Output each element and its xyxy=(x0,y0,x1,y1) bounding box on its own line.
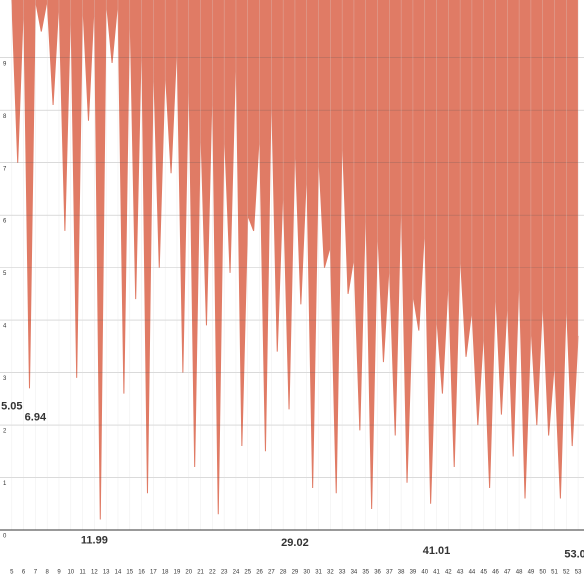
x-tick-label: 33 xyxy=(339,570,346,576)
annotation: 53.00 xyxy=(564,549,584,561)
x-tick-label: 42 xyxy=(445,570,452,576)
x-tick-label: 28 xyxy=(280,570,287,576)
x-tick-label: 30 xyxy=(303,570,310,576)
x-tick-label: 20 xyxy=(185,570,192,576)
y-tick-label: 8 xyxy=(3,114,7,120)
y-tick-label: 5 xyxy=(3,271,7,277)
y-tick-label: 6 xyxy=(3,219,7,225)
x-tick-label: 39 xyxy=(410,570,417,576)
x-tick-label: 41 xyxy=(433,570,440,576)
x-tick-label: 7 xyxy=(34,570,38,576)
x-tick-label: 38 xyxy=(398,570,405,576)
x-tick-label: 22 xyxy=(209,570,216,576)
x-tick-label: 23 xyxy=(221,570,228,576)
x-tick-label: 27 xyxy=(268,570,275,576)
x-tick-label: 43 xyxy=(457,570,464,576)
x-tick-label: 49 xyxy=(528,570,535,576)
x-tick-label: 13 xyxy=(103,570,110,576)
x-tick-label: 5 xyxy=(10,570,14,576)
x-tick-label: 46 xyxy=(492,570,499,576)
x-tick-label: 14 xyxy=(115,570,122,576)
x-tick-label: 9 xyxy=(57,570,61,576)
x-tick-label: 21 xyxy=(197,570,204,576)
x-tick-label: 44 xyxy=(469,570,476,576)
x-tick-label: 47 xyxy=(504,570,511,576)
y-tick-label: 3 xyxy=(3,376,7,382)
x-tick-label: 37 xyxy=(386,570,393,576)
y-tick-label: 4 xyxy=(3,324,7,330)
y-tick-label: 0 xyxy=(3,534,7,540)
y-tick-label: 9 xyxy=(3,61,7,67)
y-tick-label: 1 xyxy=(3,481,7,487)
x-tick-label: 31 xyxy=(315,570,322,576)
x-tick-label: 25 xyxy=(244,570,251,576)
x-tick-label: 17 xyxy=(150,570,157,576)
x-tick-label: 50 xyxy=(539,570,546,576)
x-tick-label: 45 xyxy=(480,570,487,576)
x-tick-label: 10 xyxy=(67,570,74,576)
x-tick-label: 8 xyxy=(46,570,50,576)
x-tick-label: 6 xyxy=(22,570,26,576)
x-tick-label: 11 xyxy=(79,570,86,576)
x-tick-label: 18 xyxy=(162,570,169,576)
x-tick-label: 26 xyxy=(256,570,263,576)
x-tick-label: 12 xyxy=(91,570,98,576)
annotation: 6.94 xyxy=(25,412,47,424)
x-tick-label: 16 xyxy=(138,570,145,576)
y-tick-label: 7 xyxy=(3,166,7,172)
x-tick-label: 29 xyxy=(292,570,299,576)
x-tick-label: 34 xyxy=(351,570,358,576)
x-tick-label: 52 xyxy=(563,570,570,576)
x-tick-label: 53 xyxy=(575,570,582,576)
x-tick-label: 35 xyxy=(362,570,369,576)
annotation: 11.99 xyxy=(81,534,108,546)
annotation: 29.02 xyxy=(281,537,309,549)
x-tick-label: 24 xyxy=(233,570,240,576)
x-tick-label: 15 xyxy=(126,570,133,576)
annotation: 5.05 xyxy=(1,401,22,413)
x-tick-label: 51 xyxy=(551,570,558,576)
x-tick-label: 48 xyxy=(516,570,523,576)
x-tick-label: 40 xyxy=(421,570,428,576)
x-tick-label: 19 xyxy=(174,570,181,576)
annotation: 41.01 xyxy=(423,545,451,557)
x-tick-label: 32 xyxy=(327,570,334,576)
y-tick-label: 2 xyxy=(3,429,7,435)
x-tick-label: 36 xyxy=(374,570,381,576)
